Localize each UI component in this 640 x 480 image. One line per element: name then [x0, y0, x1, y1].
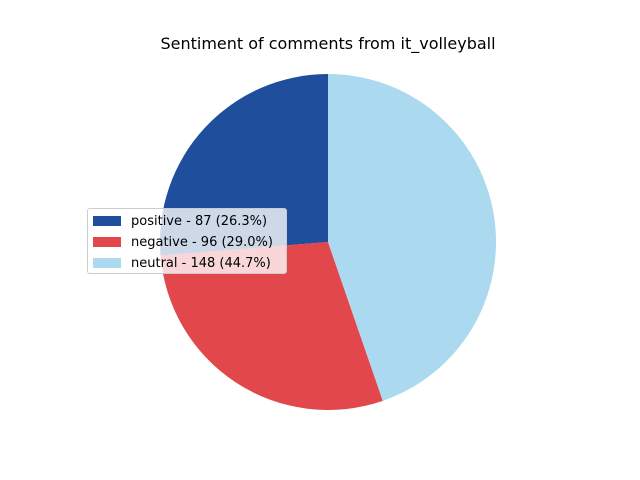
legend-swatch-negative — [93, 237, 121, 247]
legend-swatch-neutral — [93, 258, 121, 268]
legend-label-negative: negative - 96 (29.0%) — [131, 234, 273, 250]
legend-item-negative: negative - 96 (29.0%) — [93, 233, 273, 251]
legend: positive - 87 (26.3%) negative - 96 (29.… — [87, 208, 287, 274]
legend-item-neutral: neutral - 148 (44.7%) — [93, 254, 271, 272]
pie-slice-neutral — [328, 73, 497, 401]
legend-item-positive: positive - 87 (26.3%) — [93, 212, 267, 230]
legend-label-positive: positive - 87 (26.3%) — [131, 213, 268, 229]
legend-label-neutral: neutral - 148 (44.7%) — [131, 255, 271, 271]
legend-swatch-positive — [93, 216, 121, 226]
pie-slice-negative — [160, 242, 383, 411]
chart-title: Sentiment of comments from it_volleyball — [160, 34, 496, 53]
